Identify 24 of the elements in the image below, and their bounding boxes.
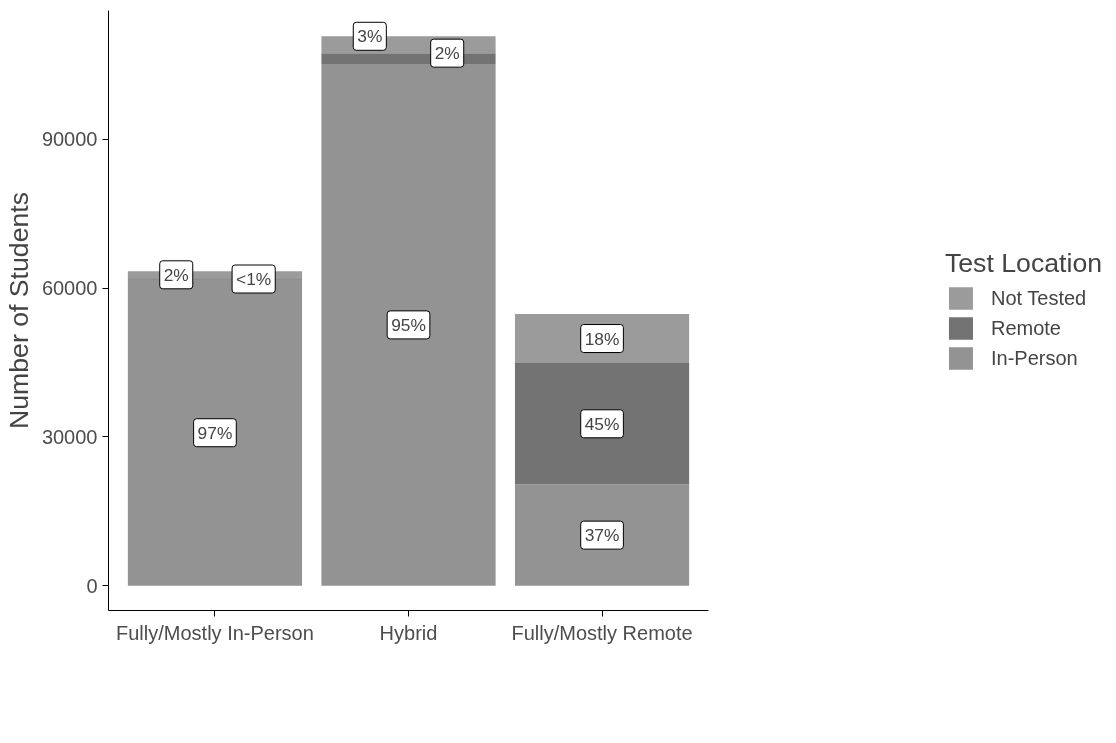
annotation: 2% (434, 43, 460, 64)
annotation: 95% (391, 314, 426, 335)
x-tick-label: Fully/Mostly Remote (511, 621, 693, 644)
annotation: 45% (584, 413, 620, 434)
y-tick-label: 60000 (41, 277, 98, 300)
legend-label: In-Person (990, 346, 1078, 370)
x-tick-label: Fully/Mostly In-Person (116, 621, 314, 644)
annotation: 18% (584, 328, 620, 349)
bar (514, 363, 690, 485)
legend-label: Remote (990, 316, 1061, 340)
legend-label: Not Tested (990, 286, 1087, 310)
annotation: 97% (197, 422, 233, 443)
y-tick-label: 30000 (41, 425, 98, 448)
annotation: 2% (163, 264, 189, 285)
bar (321, 64, 496, 586)
bar (514, 484, 690, 586)
annotation: 3% (357, 26, 383, 47)
annotation: <1% (236, 269, 272, 290)
y-axis-title: Number of Students (3, 191, 34, 430)
y-tick-label: 90000 (41, 128, 98, 151)
x-tick-label: Hybrid (379, 621, 438, 644)
annotation: 37% (584, 525, 620, 546)
legend-title: Test Location (944, 248, 1103, 279)
y-tick-label: 0 (86, 574, 98, 597)
